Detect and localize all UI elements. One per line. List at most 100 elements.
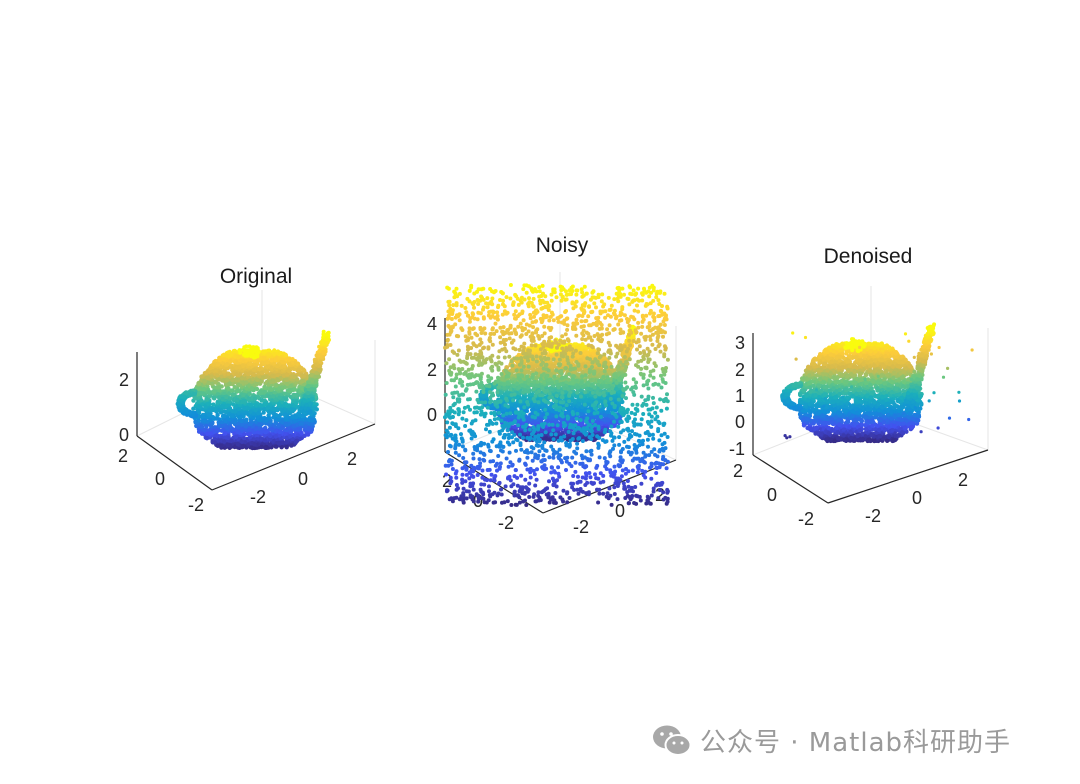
teapot-point (177, 402, 182, 406)
teapot-point (275, 372, 280, 378)
teapot-point (228, 359, 233, 364)
teapot-point (201, 391, 206, 396)
teapot-point (216, 408, 221, 413)
teapot-point (268, 420, 273, 425)
teapot-point (197, 429, 202, 434)
teapot-point (291, 407, 297, 412)
teapot-point (181, 394, 186, 399)
teapot-point (289, 443, 294, 448)
teapot-point (199, 424, 205, 429)
teapot-point (300, 379, 305, 384)
teapot-point (239, 418, 244, 424)
teapot-point (203, 404, 208, 409)
teapot-point (223, 418, 228, 424)
teapot-point (259, 398, 264, 403)
teapot-point (294, 392, 299, 397)
teapot-point (216, 420, 221, 425)
teapot-point (251, 371, 256, 377)
teapot-point (244, 344, 249, 349)
teapot-point (247, 431, 253, 436)
teapot-point (306, 391, 310, 396)
teapot-point (248, 409, 253, 414)
teapot-point (219, 444, 224, 449)
xtick-label: 0 (615, 501, 625, 521)
teapot-point (283, 440, 289, 445)
teapot-point (299, 406, 304, 411)
xtick-label: 0 (298, 469, 308, 489)
teapot-point (267, 394, 272, 399)
teapot-point (284, 397, 289, 402)
teapot-point (313, 374, 318, 379)
teapot-point (251, 415, 256, 420)
teapot-point (252, 355, 256, 360)
teapot-point (251, 367, 257, 373)
teapot-point (278, 350, 283, 356)
teapot-point (252, 349, 257, 354)
teapot-point (261, 356, 266, 361)
teapot-point (255, 377, 260, 382)
teapot-point (212, 440, 217, 445)
teapot-point (221, 439, 227, 444)
teapot-point (269, 386, 274, 391)
ytick-label: -2 (498, 513, 514, 533)
teapot-point (288, 428, 293, 434)
teapot-point (191, 406, 196, 411)
teapot-point (272, 407, 277, 412)
teapot-point (230, 413, 235, 418)
teapot-point (317, 348, 322, 353)
teapot-point (295, 361, 300, 366)
chart-title-original: Original (220, 265, 292, 288)
teapot-point (275, 363, 280, 369)
teapot-point (234, 372, 239, 377)
teapot-point (196, 381, 201, 386)
teapot-point (235, 388, 240, 393)
teapot-point (222, 414, 227, 419)
teapot-point (321, 350, 326, 355)
ytick-label: -2 (188, 495, 204, 515)
teapot-point (321, 332, 326, 337)
teapot-point (197, 404, 203, 410)
teapot-point (215, 412, 220, 418)
teapot-point (232, 385, 237, 390)
teapot-point (269, 365, 274, 371)
teapot-point (202, 418, 207, 423)
teapot-point (207, 390, 212, 395)
teapot-point (233, 434, 239, 439)
panel-original: Original 2 0 2 0 -2 -2 0 2 (118, 265, 376, 515)
teapot-point (312, 387, 317, 392)
teapot-point (273, 434, 279, 439)
ztick-label: 2 (427, 360, 437, 380)
teapot-point (204, 370, 209, 376)
teapot-point (216, 385, 222, 390)
teapot-point (209, 374, 214, 379)
teapot-point (216, 395, 222, 400)
teapot-point (272, 351, 277, 357)
teapot-point (306, 426, 312, 431)
teapot-point (242, 406, 247, 411)
teapot-point (242, 399, 247, 404)
teapot-point (310, 378, 315, 383)
teapot-point (273, 420, 278, 426)
teapot-point (223, 431, 228, 436)
teapot-point (283, 352, 288, 358)
teapot-point (283, 422, 288, 427)
teapot-point (307, 401, 312, 406)
teapot-point (261, 349, 266, 354)
teapot-point (254, 352, 259, 357)
teapot-point (225, 442, 230, 448)
teapot-point (254, 386, 260, 392)
teapot-point (217, 357, 223, 363)
teapot-point (230, 419, 235, 425)
teapot-point (258, 403, 263, 408)
xtick-label: 2 (655, 485, 665, 505)
teapot-point (284, 377, 289, 382)
teapot-point (213, 368, 218, 373)
teapot-point (271, 379, 276, 384)
teapot-point (220, 353, 225, 358)
teapot-point (215, 400, 220, 405)
teapot-point (259, 370, 264, 375)
teapot-point (262, 438, 267, 443)
teapot-point (188, 410, 193, 415)
teapot-point (294, 400, 299, 406)
ztick-label: 0 (119, 425, 129, 445)
